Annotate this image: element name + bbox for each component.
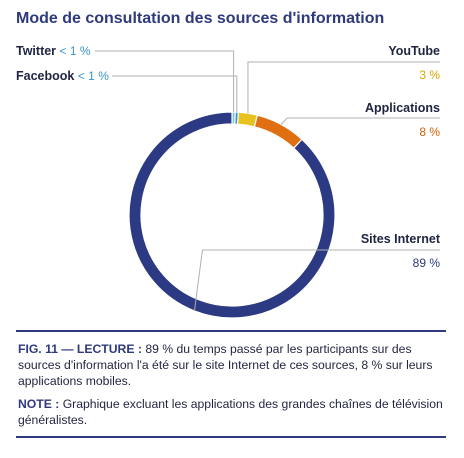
leader-facebook	[112, 75, 238, 113]
label-youtube-name: YouTube	[388, 44, 440, 58]
label-youtube: YouTube 3 %	[388, 44, 440, 82]
caption-lecture-text: 89 % du temps passé par les participants…	[18, 342, 433, 388]
caption-lecture: FIG. 11 — LECTURE : 89 % du temps passé …	[18, 341, 443, 389]
top-divider	[16, 330, 446, 332]
label-youtube-value: 3 %	[419, 68, 440, 82]
slice-applications	[253, 114, 303, 150]
label-twitter-value: < 1 %	[59, 44, 91, 58]
label-sites-internet: Sites Internet 89 %	[361, 232, 440, 270]
chart-title: Mode de consultation des sources d'infor…	[16, 10, 385, 27]
leader-twitter	[95, 50, 235, 113]
label-applications-value: 8 %	[419, 125, 440, 139]
caption-lecture-label: FIG. 11 — LECTURE :	[18, 342, 142, 356]
label-applications: Applications 8 %	[365, 101, 440, 139]
label-sites-internet-value: 89 %	[412, 256, 440, 270]
label-applications-name: Applications	[364, 101, 440, 115]
label-facebook-name: Facebook	[16, 69, 75, 83]
caption-note: NOTE : Graphique excluant les applicatio…	[18, 396, 443, 428]
leader-sites-internet	[193, 249, 440, 311]
label-twitter: Twitter < 1 %	[16, 44, 91, 58]
label-twitter-name: Twitter	[16, 44, 57, 58]
leader-applications	[280, 117, 440, 125]
label-facebook-value: < 1 %	[77, 69, 109, 83]
label-sites-internet-name: Sites Internet	[360, 232, 440, 246]
caption-note-label: NOTE :	[18, 397, 60, 411]
bottom-divider	[16, 436, 446, 438]
leader-youtube	[247, 61, 440, 114]
label-facebook: Facebook < 1 %	[16, 69, 109, 83]
donut-chart	[95, 50, 440, 319]
caption-note-text: Graphique excluant les applications des …	[18, 397, 443, 427]
slice-sites-internet	[128, 111, 336, 319]
